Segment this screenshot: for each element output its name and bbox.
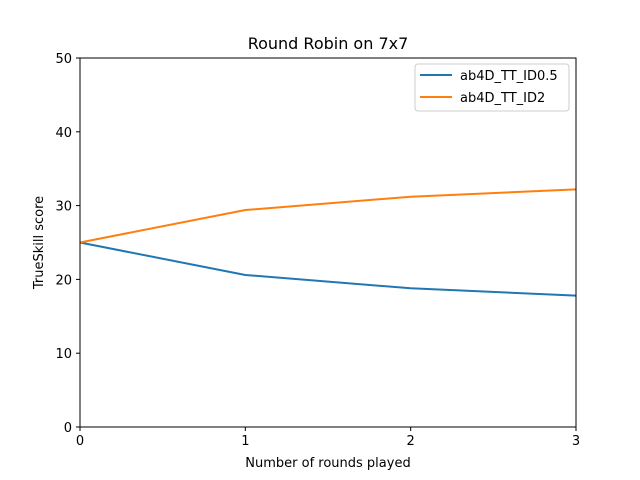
y-tick-label: 20 [55, 273, 72, 288]
legend-label-series-2: ab4D_TT_ID2 [460, 91, 545, 106]
y-tick-label: 40 [55, 126, 72, 141]
y-axis-title: TrueSkill score [32, 196, 47, 290]
y-tick-label: 50 [55, 52, 72, 67]
legend-box [414, 63, 570, 112]
series-layer [79, 188, 577, 297]
chart-title: Round Robin on 7x7 [248, 34, 409, 53]
y-tick-label: 10 [55, 347, 72, 362]
y-tick-label: 0 [64, 421, 72, 436]
x-tick-label: 0 [76, 434, 84, 449]
series-line-2 [79, 188, 577, 244]
y-axis-ticks: 0 10 20 30 40 50 [55, 52, 80, 436]
legend: ab4D_TT_ID0.5 ab4D_TT_ID2 [414, 63, 570, 112]
plot-frame [79, 57, 577, 428]
x-tick-label: 3 [572, 434, 580, 449]
x-tick-label: 2 [407, 434, 415, 449]
x-tick-label: 1 [241, 434, 249, 449]
x-axis-title: Number of rounds played [245, 456, 410, 471]
x-axis-ticks: 0 1 2 3 [76, 427, 580, 449]
legend-label-series-1: ab4D_TT_ID0.5 [460, 69, 558, 84]
series-line-1 [79, 241, 577, 297]
y-tick-label: 30 [55, 200, 72, 215]
